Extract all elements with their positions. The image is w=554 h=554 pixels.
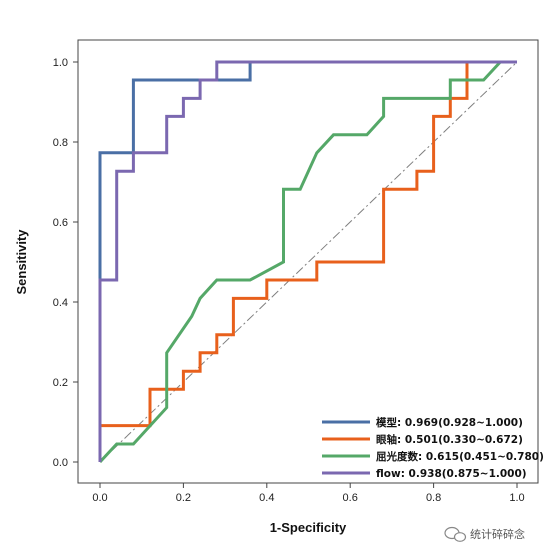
y-tick-label: 0.2 <box>53 377 68 389</box>
y-tick-label: 0.4 <box>53 297 68 309</box>
x-tick-label: 0.8 <box>426 492 441 504</box>
x-tick-label: 0.0 <box>92 492 107 504</box>
wechat-icon <box>444 526 467 542</box>
roc-curve-series-4 <box>98 60 517 462</box>
x-tick-label: 0.6 <box>343 492 358 504</box>
watermark: 统计碎碎念 <box>444 526 525 542</box>
roc-curve-series-3 <box>98 60 517 464</box>
y-tick-label: 0.0 <box>53 457 68 469</box>
axis-ticks: 0.0 0.2 0.4 0.6 0.8 1.0 0.0 0.2 0.4 0.6 0.8 1.0 <box>53 57 525 504</box>
legend-label: 模型: 0.969(0.928~1.000) <box>376 416 523 429</box>
legend-label: 屈光度数: 0.615(0.451~0.780) <box>376 450 544 463</box>
y-tick-label: 1.0 <box>53 57 68 69</box>
plot-frame <box>77 39 539 484</box>
x-axis-title: 1-Specificity <box>270 520 347 535</box>
roc-curves <box>98 60 517 464</box>
y-tick-label: 0.6 <box>53 217 68 229</box>
y-axis-title: Sensitivity <box>14 229 29 295</box>
x-tick-label: 0.2 <box>176 492 191 504</box>
legend: 模型: 0.969(0.928~1.000) 眼轴: 0.501(0.330~0.… <box>322 416 544 480</box>
x-tick-label: 0.4 <box>259 492 274 504</box>
legend-label: flow: 0.938(0.875~1.000) <box>376 468 527 480</box>
x-tick-label: 1.0 <box>509 492 524 504</box>
y-tick-label: 0.8 <box>53 137 68 149</box>
reference-diagonal <box>99 61 518 463</box>
watermark-text: 统计碎碎念 <box>470 527 525 541</box>
reference-diagonal-line <box>99 61 518 463</box>
legend-label: 眼轴: 0.501(0.330~0.672) <box>376 433 523 446</box>
roc-curve-series-2 <box>98 60 517 462</box>
